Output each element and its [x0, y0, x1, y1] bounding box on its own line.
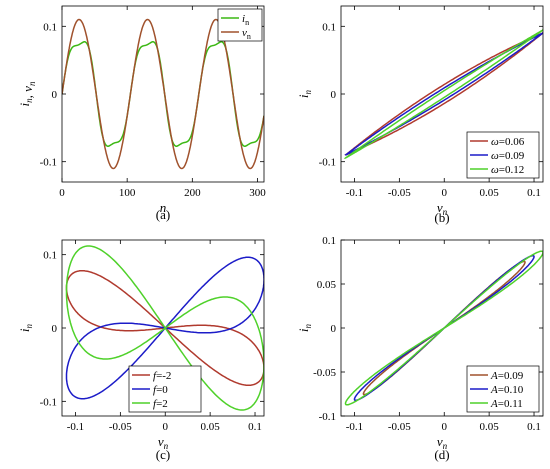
series-c-2: [65, 245, 264, 411]
plot-area-c: [65, 245, 264, 411]
ytick-label-c-0: 0.1: [43, 250, 57, 262]
panel-d: -0.1 -0.05 0 0.05 0.1 0.1 0.05 0 -0.05 -0.1 vn in (d…: [296, 235, 544, 462]
legend-label-a-0: in: [242, 13, 249, 27]
legend-label-a-1: vn: [242, 27, 251, 41]
legend-label-b-1: ω=0.09: [491, 150, 525, 162]
xlabel-c: vn: [158, 434, 169, 451]
ylabel-c: in: [17, 323, 34, 332]
caption-a: (a): [156, 207, 170, 222]
legend-box-b: [466, 131, 540, 179]
ylabel-d: in: [296, 323, 313, 332]
legend-c: f=-2 f=0 f=2: [128, 365, 202, 413]
xtick-label-b-4: 0.1: [527, 187, 541, 199]
ytick-label-d-0: 0.1: [322, 235, 336, 247]
ytick-label-a-2: -0.1: [40, 157, 57, 169]
series-b-2: [343, 29, 543, 159]
caption-d: (d): [434, 447, 449, 462]
legend-label-d-1: A=0.10: [490, 384, 524, 396]
series-d-2: [344, 250, 543, 406]
ytick-label-b-2: -0.1: [319, 157, 336, 169]
legend-label-c-1: f=0: [153, 384, 168, 396]
xtick-label-d-3: 0.05: [480, 421, 500, 433]
ytick-label-d-3: -0.05: [313, 367, 336, 379]
panel-b: -0.1 -0.05 0 0.05 0.10.10-0.1vnin(b)ω=0.06ω=…: [296, 5, 544, 225]
legend-label-d-0: A=0.09: [490, 370, 524, 382]
ytick-label-b-0: 0.1: [322, 21, 336, 33]
ytick-label-c-2: -0.1: [40, 396, 57, 408]
ytick-label-d-2: 0: [331, 323, 337, 335]
legend-b: ω=0.06 ω=0.09 ω=0.12: [466, 131, 540, 179]
ytick-label-a-1: 0: [52, 89, 58, 101]
caption-c: (c): [156, 447, 170, 462]
legend-label-c-2: f=2: [153, 398, 168, 410]
plot-area-a: [62, 18, 264, 170]
ytick-label-d-4: -0.1: [319, 411, 336, 423]
xtick-label-c-1: -0.05: [109, 421, 132, 433]
ytick-label-a-0: 0.1: [43, 21, 57, 33]
ytick-label-c-1: 0: [52, 323, 58, 335]
xtick-label-d-1: -0.05: [388, 421, 411, 433]
ytick-label-b-1: 0: [331, 89, 337, 101]
xtick-label-a-2: 200: [184, 187, 201, 199]
xtick-label-c-3: 0.05: [201, 421, 221, 433]
series-a-1: [62, 18, 264, 170]
xtick-label-a-0: 0: [59, 187, 65, 199]
xtick-label-d-2: 0: [441, 421, 447, 433]
ylabel-b: in: [296, 89, 313, 98]
panel-c: -0.1 -0.05 0 0.05 0.10.10-0.1vnin(c)f=-2f=0f…: [17, 239, 265, 462]
ylabel-a: in, vn: [17, 81, 37, 106]
legend-box-a: [217, 8, 263, 42]
xtick-label-a-1: 100: [119, 187, 136, 199]
xtick-label-d-4: 0.1: [527, 421, 541, 433]
legend-label-b-2: ω=0.12: [491, 164, 524, 176]
xtick-label-c-0: -0.1: [67, 421, 84, 433]
xlabel-b: vn: [437, 200, 448, 217]
xlabel-d: vn: [437, 434, 448, 451]
xtick-label-b-2: 0: [441, 187, 447, 199]
ytick-label-d-1: 0.05: [317, 279, 337, 291]
legend-d: A=0.09 A=0.10 A=0.11: [466, 365, 540, 413]
xtick-label-b-0: -0.1: [346, 187, 363, 199]
xlabel-a: n: [160, 200, 167, 215]
legend-label-b-0: ω=0.06: [491, 136, 525, 148]
plot-area-d: [344, 250, 543, 406]
caption-b: (b): [434, 210, 449, 225]
xtick-label-a-3: 300: [249, 187, 266, 199]
xtick-label-d-0: -0.1: [346, 421, 363, 433]
xtick-label-b-1: -0.05: [388, 187, 411, 199]
xtick-label-c-4: 0.1: [248, 421, 262, 433]
legend-label-c-0: f=-2: [153, 370, 171, 382]
legend-label-d-2: A=0.11: [490, 398, 523, 410]
xtick-label-b-3: 0.05: [480, 187, 500, 199]
xtick-label-c-2: 0: [162, 421, 168, 433]
plot-area-b: [343, 29, 543, 159]
